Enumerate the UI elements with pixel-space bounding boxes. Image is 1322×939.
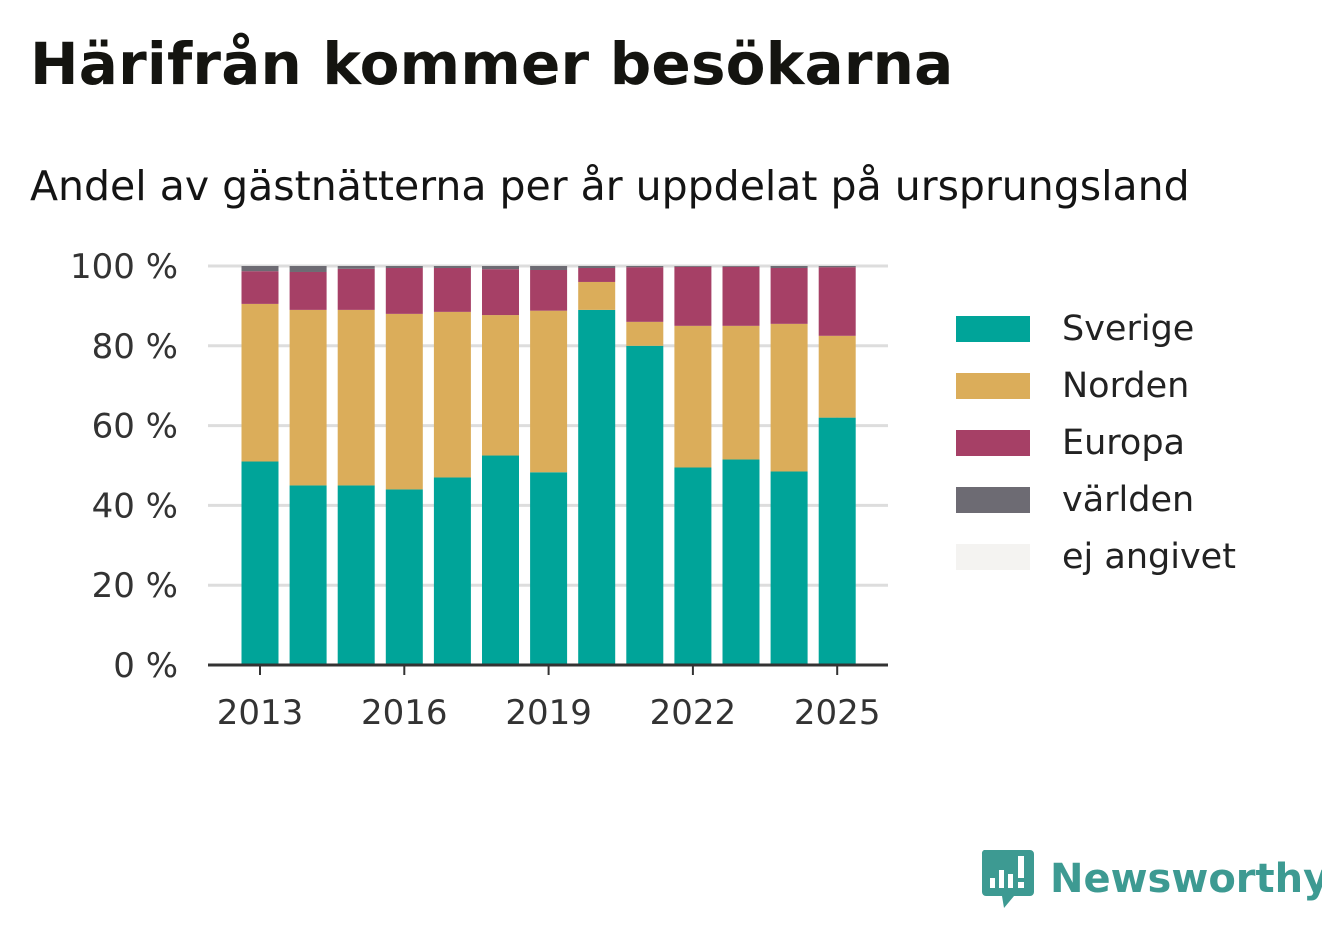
y-tick-label: 0 % bbox=[113, 646, 178, 686]
legend-item: Sverige bbox=[956, 300, 1236, 357]
y-tick-label: 40 % bbox=[92, 486, 178, 526]
bar-segment-Norden-2018 bbox=[482, 315, 519, 456]
bar-segment-Sverige-2021 bbox=[626, 345, 664, 665]
bar-segment-Europa-2014 bbox=[289, 271, 327, 310]
bar-segment-Norden-2017 bbox=[433, 311, 471, 478]
bar-segment-världen-2025 bbox=[818, 266, 856, 268]
bar-segment-Norden-2016 bbox=[385, 313, 423, 490]
bar-segment-världen-2021 bbox=[626, 266, 664, 268]
bar-segment-världen-2018 bbox=[482, 266, 519, 270]
y-tick-label: 100 % bbox=[70, 247, 178, 287]
legend-item: Norden bbox=[956, 357, 1236, 414]
newsworthy-logo-icon bbox=[981, 850, 1034, 908]
bar-segment-Europa-2015 bbox=[337, 268, 375, 310]
bar-segment-världen-2016 bbox=[385, 266, 423, 268]
bar-segment-Norden-2021 bbox=[626, 321, 664, 346]
bar-segment-Norden-2015 bbox=[337, 309, 375, 486]
y-tick-label: 80 % bbox=[92, 327, 178, 367]
bar-segment-världen-2015 bbox=[337, 266, 375, 269]
bar-segment-Sverige-2015 bbox=[337, 485, 375, 665]
bar-segment-Europa-2013 bbox=[241, 271, 279, 304]
bar-segment-Sverige-2016 bbox=[385, 489, 423, 665]
bar-segment-världen-2024 bbox=[770, 266, 808, 268]
legend-swatch bbox=[956, 372, 1030, 399]
bar-segment-Europa-2022 bbox=[674, 266, 712, 326]
bar-segment-Europa-2023 bbox=[722, 266, 760, 326]
x-tick-label: 2025 bbox=[794, 693, 881, 733]
bar-segment-Norden-2013 bbox=[241, 303, 279, 462]
bar-segment-världen-2020 bbox=[578, 266, 616, 268]
x-tick-label: 2016 bbox=[361, 693, 448, 733]
bar-segment-Sverige-2022 bbox=[674, 467, 712, 665]
legend-item: Europa bbox=[956, 414, 1236, 471]
newsworthy-logo: Newsworthy bbox=[980, 848, 1322, 910]
bar-segment-världen-2019 bbox=[530, 266, 568, 270]
bar-segment-Norden-2022 bbox=[674, 325, 712, 468]
y-tick-label: 60 % bbox=[92, 407, 178, 447]
bar-segment-Sverige-2017 bbox=[433, 477, 471, 665]
bar-segment-Sverige-2023 bbox=[722, 459, 760, 665]
bar-segment-Sverige-2018 bbox=[482, 455, 519, 665]
bar-segment-Europa-2025 bbox=[818, 267, 856, 336]
bar-segment-Sverige-2019 bbox=[530, 472, 568, 665]
bar-segment-Sverige-2014 bbox=[289, 485, 327, 665]
legend-label: ej angivet bbox=[1062, 536, 1236, 577]
legend-label: världen bbox=[1062, 479, 1195, 520]
brand-name: Newsworthy bbox=[1050, 856, 1322, 902]
chart-legend: Sverige Norden Europa världen ej angivet bbox=[956, 300, 1236, 585]
bar-segment-Norden-2024 bbox=[770, 323, 808, 472]
bar-segment-Europa-2024 bbox=[770, 267, 808, 324]
chart-subtitle: Andel av gästnätterna per år uppdelat på… bbox=[30, 162, 1190, 210]
bar-segment-Europa-2019 bbox=[530, 269, 568, 311]
legend-label: Europa bbox=[1062, 422, 1185, 463]
bar-segment-Norden-2019 bbox=[530, 310, 568, 473]
y-tick-label: 20 % bbox=[92, 566, 178, 606]
bar-segment-Sverige-2025 bbox=[818, 417, 856, 665]
bar-segment-världen-2013 bbox=[241, 266, 279, 272]
bar-segment-Sverige-2024 bbox=[770, 471, 808, 665]
x-tick-label: 2019 bbox=[505, 693, 592, 733]
bar-segment-Europa-2020 bbox=[578, 267, 616, 282]
legend-swatch bbox=[956, 429, 1030, 456]
bar-segment-världen-2022 bbox=[674, 266, 712, 267]
legend-label: Norden bbox=[1062, 365, 1190, 406]
bar-segment-Sverige-2020 bbox=[578, 309, 616, 665]
bar-segment-Europa-2018 bbox=[482, 269, 519, 316]
bar-segment-Europa-2017 bbox=[433, 267, 471, 312]
legend-swatch bbox=[956, 543, 1030, 570]
legend-swatch bbox=[956, 315, 1030, 342]
bar-segment-världen-2023 bbox=[722, 266, 760, 267]
legend-item: ej angivet bbox=[956, 528, 1236, 585]
bar-segment-Norden-2025 bbox=[818, 335, 856, 418]
bar-segment-Europa-2021 bbox=[626, 267, 664, 322]
bar-segment-världen-2014 bbox=[289, 266, 327, 272]
x-tick-label: 2013 bbox=[217, 693, 304, 733]
x-tick-label: 2022 bbox=[650, 693, 737, 733]
bar-segment-Norden-2014 bbox=[289, 309, 327, 486]
bar-segment-Sverige-2013 bbox=[241, 461, 279, 665]
legend-label: Sverige bbox=[1062, 308, 1195, 349]
legend-swatch bbox=[956, 486, 1030, 513]
chart-title: Härifrån kommer besökarna bbox=[30, 30, 954, 98]
bar-segment-Norden-2023 bbox=[722, 325, 760, 460]
bar-segment-Norden-2020 bbox=[578, 281, 616, 310]
legend-item: världen bbox=[956, 471, 1236, 528]
bar-segment-Europa-2016 bbox=[385, 267, 423, 314]
bar-segment-världen-2017 bbox=[433, 266, 471, 268]
